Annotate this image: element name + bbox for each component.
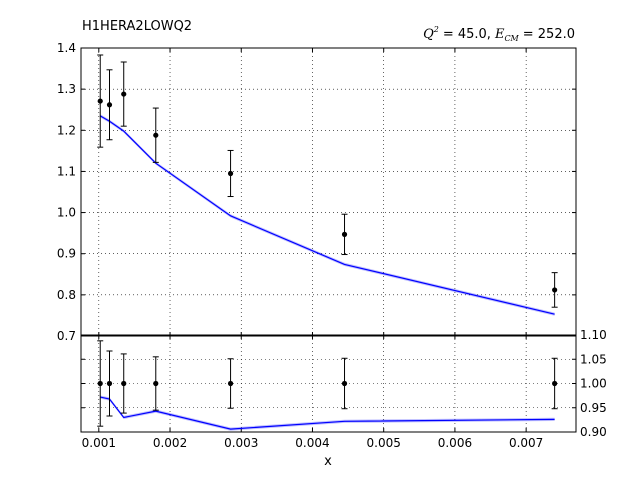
kinematics-annotation: Q2 = 45.0, ECM = 252.0 xyxy=(423,25,575,43)
q2-symbol: Q xyxy=(423,27,434,42)
q2-superscript: 2 xyxy=(433,25,439,34)
x-tick-label: 0.006 xyxy=(438,436,472,450)
theory-uncertainty-band xyxy=(100,114,555,316)
data-point xyxy=(106,102,113,108)
y-tick-label: 1.4 xyxy=(57,41,76,55)
y-tick-label: 1.00 xyxy=(580,377,607,391)
x-axis-label: x xyxy=(324,454,332,469)
ecm-subscript: CM xyxy=(504,34,519,43)
y-tick-label: 1.10 xyxy=(580,328,607,342)
data-point xyxy=(97,380,103,387)
data-point xyxy=(227,380,234,387)
data-point xyxy=(153,132,159,138)
theory-uncertainty-band xyxy=(100,395,555,431)
ecm-value: = 252.0 xyxy=(523,27,575,42)
x-tick-label: 0.005 xyxy=(367,436,401,450)
theory-line xyxy=(99,115,555,315)
ratio-panel: 0.001 0.002 0.003 0.004 0.005 0.006 0.007 0.90 0… xyxy=(80,328,607,450)
plot-frame xyxy=(80,47,577,337)
y-tick-label: 1.1 xyxy=(57,164,76,178)
y-tick-label: 0.8 xyxy=(57,288,76,302)
data-point xyxy=(121,91,127,97)
y-tick-label: 0.9 xyxy=(57,247,76,261)
y-tick-label: 1.05 xyxy=(580,352,607,366)
data-point xyxy=(153,380,159,387)
y-tick-label: 1.2 xyxy=(57,123,76,137)
ecm-symbol: E xyxy=(494,27,505,42)
y-tick-label: 0.90 xyxy=(580,425,607,439)
data-point xyxy=(121,380,127,387)
q2-value: = 45.0, xyxy=(443,27,491,42)
y-tick-label: 0.7 xyxy=(57,329,76,343)
data-point xyxy=(341,231,348,237)
x-tick-label: 0.003 xyxy=(224,436,258,450)
y-tick-label: 0.95 xyxy=(580,401,607,415)
x-tick-label: 0.001 xyxy=(82,436,116,450)
y-tick-label: 1.0 xyxy=(57,206,76,220)
main-panel: 0.7 0.8 0.9 1.0 1.1 1.2 1.3 1.4 xyxy=(57,41,577,343)
data-point xyxy=(341,380,348,387)
x-tick-label: 0.002 xyxy=(153,436,187,450)
x-tick-label: 0.007 xyxy=(509,436,543,450)
data-point xyxy=(227,170,234,177)
data-point xyxy=(552,380,558,387)
x-tick-label: 0.004 xyxy=(295,436,329,450)
data-point xyxy=(552,287,558,293)
data-point xyxy=(97,98,103,104)
data-point xyxy=(106,380,113,387)
y-tick-label: 1.3 xyxy=(57,82,76,96)
chart-title: H1HERA2LOWQ2 xyxy=(82,19,192,34)
